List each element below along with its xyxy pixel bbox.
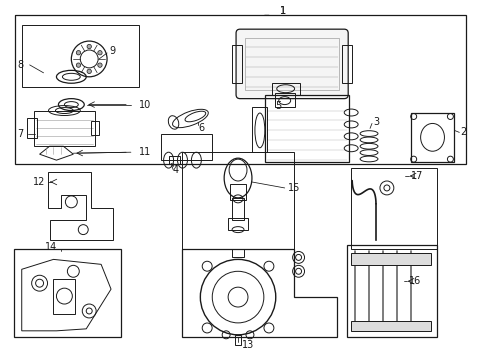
- Circle shape: [76, 63, 81, 67]
- Bar: [232, 45, 242, 83]
- Text: 7: 7: [18, 129, 24, 139]
- Bar: [161, 134, 212, 160]
- Text: 10: 10: [139, 100, 151, 109]
- Text: 11: 11: [139, 147, 151, 157]
- Text: 16: 16: [408, 276, 420, 286]
- Text: 4: 4: [172, 165, 178, 175]
- Bar: [251, 107, 266, 152]
- Bar: [264, 95, 348, 162]
- Circle shape: [98, 50, 102, 55]
- Text: 8: 8: [18, 60, 24, 70]
- Text: 5: 5: [274, 100, 281, 111]
- Text: 15: 15: [287, 183, 300, 193]
- Text: 6: 6: [198, 123, 204, 134]
- Bar: [271, 83, 299, 95]
- Text: 2: 2: [459, 127, 466, 138]
- Bar: [232, 249, 244, 257]
- Bar: [34, 111, 95, 146]
- Circle shape: [87, 69, 91, 73]
- Bar: [350, 253, 429, 265]
- Circle shape: [87, 44, 91, 49]
- Bar: [342, 45, 351, 83]
- Text: 17: 17: [410, 171, 422, 181]
- Text: 1: 1: [279, 6, 285, 16]
- Bar: [235, 335, 241, 345]
- Bar: [168, 156, 180, 164]
- Text: 14: 14: [45, 243, 58, 252]
- Bar: [91, 121, 99, 135]
- Text: 1: 1: [279, 6, 285, 16]
- Bar: [274, 93, 294, 107]
- Bar: [232, 198, 244, 220]
- Bar: [21, 25, 139, 87]
- Text: 9: 9: [109, 46, 115, 56]
- Bar: [182, 152, 293, 249]
- Bar: [244, 38, 339, 90]
- Bar: [230, 184, 245, 200]
- Text: 3: 3: [372, 117, 378, 127]
- Bar: [228, 218, 247, 230]
- Bar: [346, 246, 436, 337]
- Bar: [53, 279, 75, 314]
- Text: 12: 12: [33, 177, 45, 187]
- Circle shape: [76, 50, 81, 55]
- Bar: [14, 249, 121, 337]
- Circle shape: [98, 63, 102, 67]
- Bar: [27, 118, 37, 138]
- Text: 13: 13: [242, 340, 254, 350]
- Bar: [410, 113, 453, 162]
- Bar: [350, 321, 429, 331]
- FancyBboxPatch shape: [236, 29, 347, 99]
- Bar: [15, 15, 466, 164]
- Bar: [350, 168, 436, 249]
